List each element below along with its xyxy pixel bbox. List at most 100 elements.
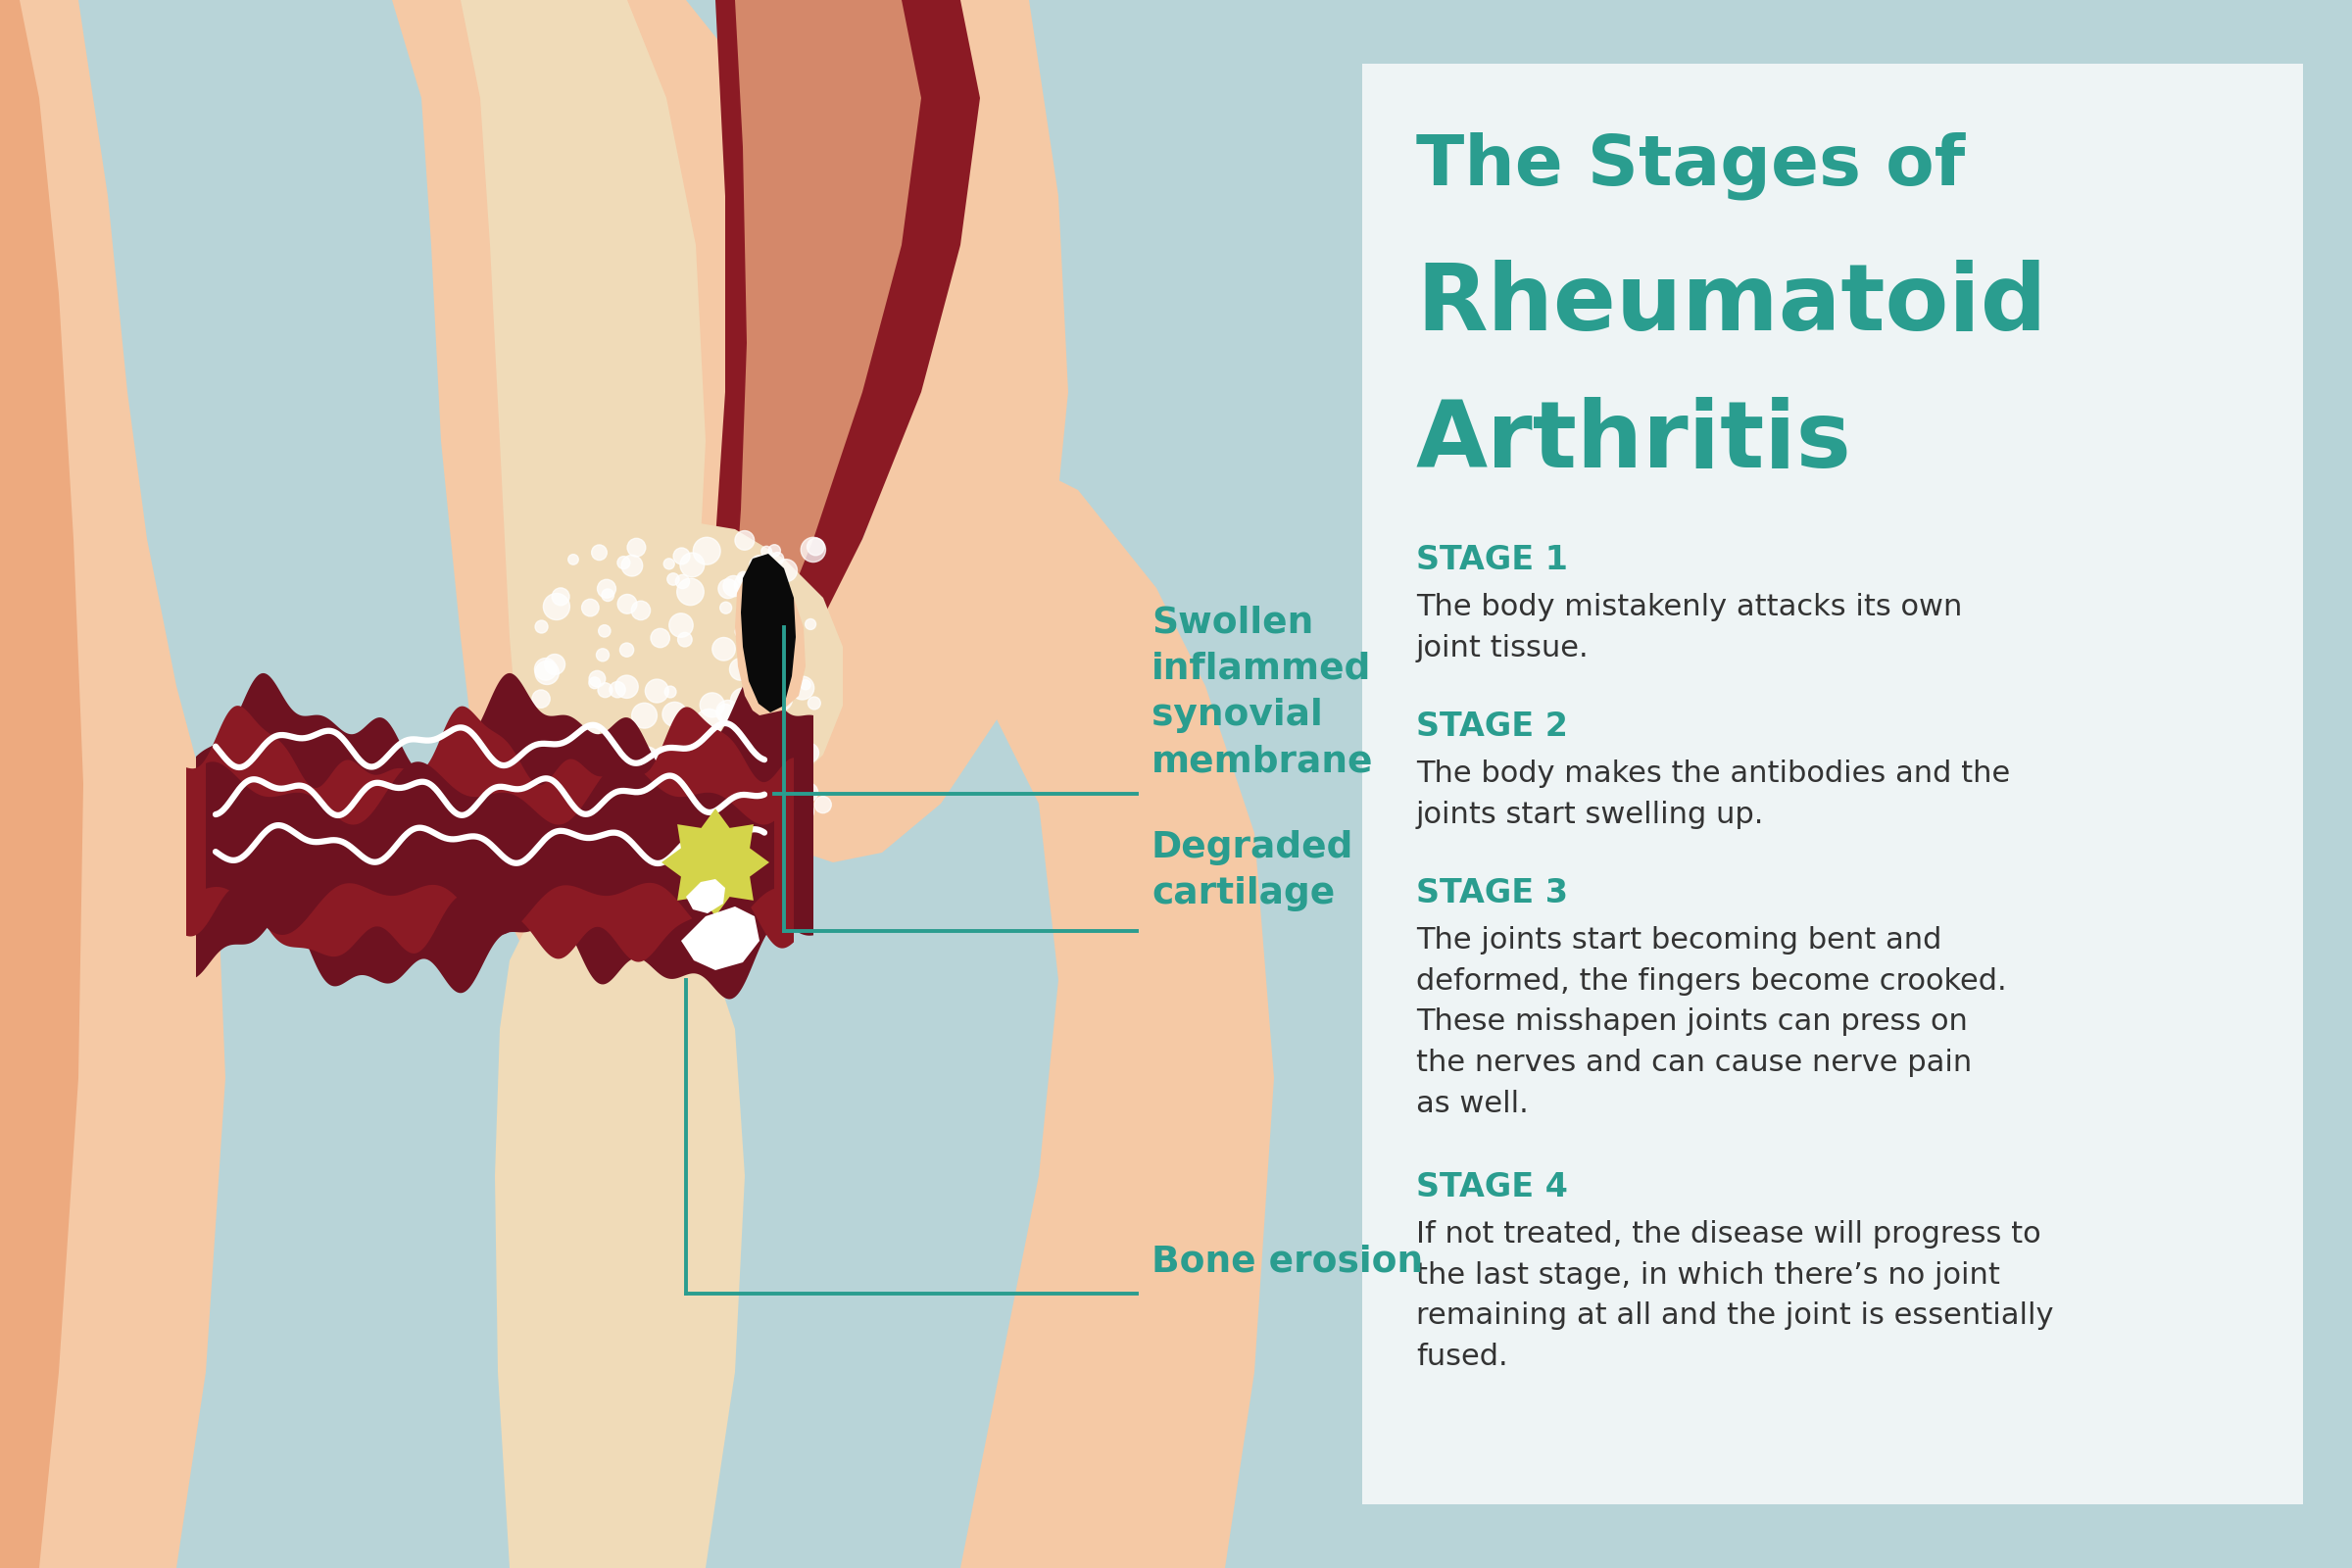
Circle shape bbox=[717, 790, 734, 806]
Circle shape bbox=[771, 632, 797, 657]
Circle shape bbox=[699, 726, 722, 748]
Circle shape bbox=[546, 654, 564, 674]
Circle shape bbox=[715, 701, 739, 724]
Text: Rheumatoid: Rheumatoid bbox=[1416, 260, 2046, 350]
Circle shape bbox=[652, 812, 663, 823]
Circle shape bbox=[736, 572, 750, 585]
Text: Arthritis: Arthritis bbox=[1416, 397, 1851, 488]
Circle shape bbox=[597, 626, 612, 637]
Circle shape bbox=[602, 590, 614, 601]
Polygon shape bbox=[0, 0, 82, 1568]
Circle shape bbox=[644, 679, 668, 702]
Circle shape bbox=[788, 753, 807, 771]
Circle shape bbox=[579, 801, 593, 815]
Circle shape bbox=[743, 619, 762, 637]
Circle shape bbox=[553, 588, 569, 605]
Circle shape bbox=[731, 688, 757, 713]
Circle shape bbox=[677, 632, 691, 646]
Text: STAGE 3: STAGE 3 bbox=[1416, 877, 1569, 909]
Circle shape bbox=[680, 717, 703, 740]
Circle shape bbox=[713, 638, 736, 660]
Circle shape bbox=[677, 579, 703, 605]
Circle shape bbox=[767, 685, 793, 712]
Circle shape bbox=[621, 555, 642, 575]
Polygon shape bbox=[682, 906, 760, 971]
Circle shape bbox=[682, 726, 706, 750]
Circle shape bbox=[701, 693, 724, 717]
Circle shape bbox=[757, 660, 774, 679]
Polygon shape bbox=[706, 0, 981, 881]
Circle shape bbox=[560, 792, 583, 815]
Circle shape bbox=[668, 613, 694, 637]
Circle shape bbox=[640, 792, 654, 808]
Polygon shape bbox=[517, 519, 842, 825]
Circle shape bbox=[736, 775, 760, 800]
Circle shape bbox=[802, 538, 826, 561]
Circle shape bbox=[804, 619, 816, 630]
Circle shape bbox=[779, 731, 797, 750]
Circle shape bbox=[536, 621, 548, 633]
Circle shape bbox=[788, 771, 807, 790]
Circle shape bbox=[814, 797, 830, 814]
Circle shape bbox=[668, 572, 680, 585]
Circle shape bbox=[560, 782, 572, 795]
Polygon shape bbox=[795, 0, 1275, 1568]
Polygon shape bbox=[687, 880, 724, 913]
Circle shape bbox=[691, 720, 703, 731]
Circle shape bbox=[748, 720, 767, 739]
Circle shape bbox=[771, 552, 783, 564]
Circle shape bbox=[588, 671, 604, 687]
Circle shape bbox=[755, 569, 767, 580]
Circle shape bbox=[595, 803, 621, 828]
Text: If not treated, the disease will progress to
the last stage, in which there’s no: If not treated, the disease will progres… bbox=[1416, 1220, 2053, 1370]
Polygon shape bbox=[461, 0, 706, 958]
Circle shape bbox=[616, 557, 630, 569]
Circle shape bbox=[746, 767, 774, 793]
Circle shape bbox=[649, 757, 668, 776]
Circle shape bbox=[652, 771, 668, 787]
Text: STAGE 2: STAGE 2 bbox=[1416, 710, 1569, 743]
Circle shape bbox=[760, 626, 783, 649]
Circle shape bbox=[722, 575, 743, 596]
Circle shape bbox=[769, 544, 781, 557]
Circle shape bbox=[569, 555, 579, 564]
Polygon shape bbox=[734, 568, 804, 715]
Circle shape bbox=[800, 782, 818, 801]
Polygon shape bbox=[494, 870, 746, 1568]
Circle shape bbox=[633, 702, 656, 728]
Circle shape bbox=[717, 704, 734, 721]
Text: The body mistakenly attacks its own
joint tissue.: The body mistakenly attacks its own join… bbox=[1416, 593, 1962, 662]
Text: Bone erosion: Bone erosion bbox=[1152, 1243, 1423, 1279]
Circle shape bbox=[633, 746, 659, 773]
Circle shape bbox=[760, 608, 771, 621]
Circle shape bbox=[767, 646, 781, 660]
Circle shape bbox=[680, 552, 703, 577]
Circle shape bbox=[767, 779, 788, 801]
Circle shape bbox=[673, 547, 689, 564]
Circle shape bbox=[762, 546, 771, 557]
Polygon shape bbox=[729, 0, 922, 784]
Circle shape bbox=[628, 538, 647, 557]
Circle shape bbox=[717, 579, 739, 599]
Circle shape bbox=[586, 724, 600, 739]
Polygon shape bbox=[0, 0, 226, 1568]
Polygon shape bbox=[741, 554, 795, 712]
Circle shape bbox=[694, 538, 720, 564]
Circle shape bbox=[734, 574, 757, 596]
Text: The Stages of: The Stages of bbox=[1416, 132, 1966, 201]
Circle shape bbox=[609, 682, 626, 698]
Circle shape bbox=[675, 574, 689, 588]
Text: The body makes the antibodies and the
joints start swelling up.: The body makes the antibodies and the jo… bbox=[1416, 759, 2011, 829]
Circle shape bbox=[677, 793, 703, 818]
Circle shape bbox=[663, 558, 675, 569]
Circle shape bbox=[741, 646, 767, 671]
Circle shape bbox=[576, 756, 593, 771]
Circle shape bbox=[597, 649, 609, 662]
Circle shape bbox=[790, 676, 814, 699]
Circle shape bbox=[736, 626, 748, 638]
Text: Swollen
inflammed
synovial
membrane: Swollen inflammed synovial membrane bbox=[1152, 605, 1374, 779]
Polygon shape bbox=[661, 809, 769, 916]
Circle shape bbox=[793, 801, 814, 822]
Circle shape bbox=[800, 743, 818, 762]
Circle shape bbox=[652, 629, 670, 648]
